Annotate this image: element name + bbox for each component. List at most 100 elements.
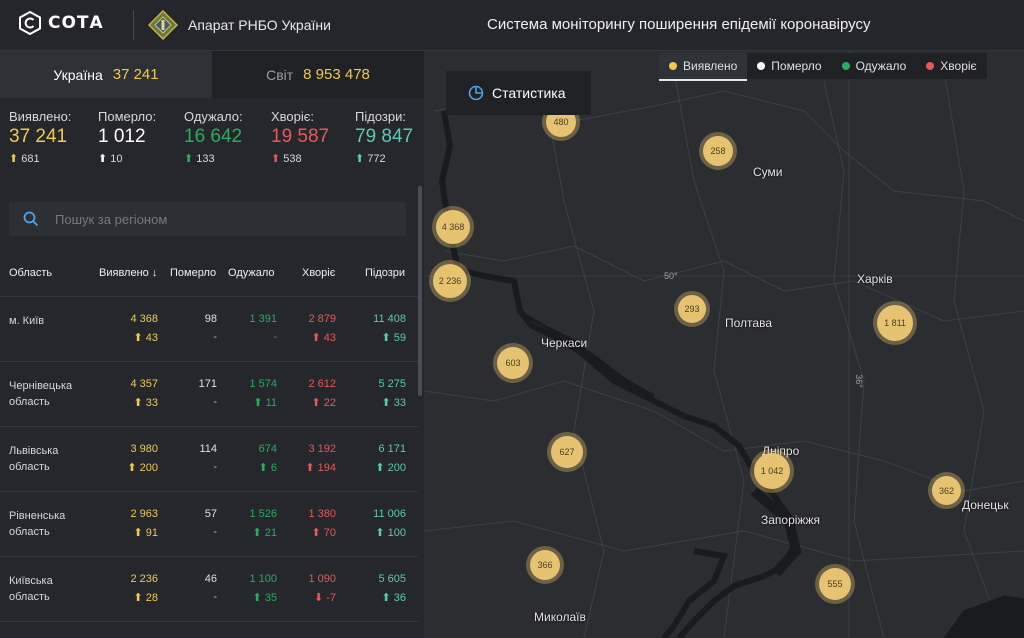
detected-value: 4 368 bbox=[130, 313, 158, 325]
tab-ukraine[interactable]: Україна 37 241 bbox=[0, 51, 212, 98]
arrow-up-icon: ⬆ bbox=[311, 332, 321, 344]
city-label-poltava: Полтава bbox=[725, 316, 772, 330]
stat-sick-delta: ⬆ 538 bbox=[271, 152, 329, 165]
recovered-dot-icon bbox=[841, 62, 850, 70]
cell-suspect: 11 006 ⬆ 100 bbox=[373, 508, 406, 539]
stat-died-delta-value: 10 bbox=[110, 153, 123, 165]
layer-tab-sick[interactable]: Хворіє bbox=[916, 53, 987, 79]
cell-sick: 2 879 ⬆ 43 bbox=[308, 313, 336, 344]
map-cluster[interactable]: 1 042 bbox=[754, 453, 790, 489]
map-cluster[interactable]: 366 bbox=[530, 550, 560, 580]
arrow-up-icon: ⬆ bbox=[258, 462, 268, 474]
table-row[interactable]: Київська область 2 236 ⬆ 28 46- 1 100 ⬆ 35 1… bbox=[0, 557, 418, 622]
app-title: Система моніторингу поширення епідемії к… bbox=[487, 16, 871, 33]
city-label-donetsk: Донецьк bbox=[962, 498, 1009, 512]
arrow-up-icon: ⬆ bbox=[381, 332, 391, 344]
suspect-delta: ⬆ 100 bbox=[373, 526, 406, 539]
col-recovered[interactable]: Одужало bbox=[228, 267, 275, 279]
statistics-button[interactable]: Статистика bbox=[446, 71, 591, 115]
layer-tab-label: Хворіє bbox=[940, 59, 977, 73]
arrow-up-icon: ⬆ bbox=[375, 462, 385, 474]
detected-delta: ⬆ 200 bbox=[127, 461, 158, 474]
map-cluster[interactable]: 362 bbox=[932, 476, 961, 505]
suspect-value: 11 408 bbox=[373, 313, 406, 325]
tab-world[interactable]: Світ 8 953 478 bbox=[212, 51, 424, 98]
sick-delta-value: 22 bbox=[323, 397, 336, 409]
org-name: Апарат РНБО України bbox=[188, 17, 331, 33]
detected-value: 3 980 bbox=[130, 443, 158, 455]
recovered-delta: ⬆ 6 bbox=[259, 461, 277, 474]
cell-sick: 1 090 ⬇ -7 bbox=[308, 573, 336, 604]
arrow-up-icon: ⬆ bbox=[133, 527, 143, 539]
stat-suspect: Підозри: 79 847 ⬆ 772 bbox=[355, 109, 413, 165]
map-cluster[interactable]: 627 bbox=[551, 436, 583, 468]
col-detected[interactable]: Виявлено ↓ bbox=[99, 267, 158, 279]
region-search[interactable] bbox=[9, 202, 406, 236]
map-cluster[interactable]: 4 368 bbox=[436, 210, 470, 244]
stat-suspect-label: Підозри: bbox=[355, 109, 406, 124]
map-cluster[interactable]: 258 bbox=[703, 136, 733, 166]
table-row[interactable]: Чернівецька область 4 357 ⬆ 33 171- 1 574 ⬆… bbox=[0, 362, 418, 427]
detected-delta: ⬆ 33 bbox=[130, 396, 158, 409]
stat-recovered-label: Одужало: bbox=[184, 109, 243, 124]
logo-text: СОТА bbox=[48, 13, 104, 33]
sick-value: 2 612 bbox=[308, 378, 336, 390]
stat-died: Померло: 1 012 ⬆ 10 bbox=[98, 109, 156, 165]
table-row[interactable]: Львівська область 3 980 ⬆ 200 114- 674 ⬆ 6 3… bbox=[0, 427, 418, 492]
col-suspect[interactable]: Підозри bbox=[365, 267, 406, 279]
stat-recovered-delta-value: 133 bbox=[196, 153, 215, 165]
col-region[interactable]: Область bbox=[9, 267, 53, 279]
arrow-up-icon: ⬆ bbox=[98, 153, 108, 165]
col-sick[interactable]: Хворіє bbox=[302, 267, 336, 279]
recovered-delta-value: 6 bbox=[270, 462, 277, 474]
arrow-up-icon: ⬆ bbox=[355, 153, 365, 165]
stat-died-label: Померло: bbox=[98, 109, 157, 124]
suspect-delta-value: 100 bbox=[387, 527, 406, 539]
cell-detected: 2 963 ⬆ 91 bbox=[130, 508, 158, 539]
table-row[interactable]: Рівненська область 2 963 ⬆ 91 57- 1 526 ⬆ 21… bbox=[0, 492, 418, 557]
arrow-up-icon: ⬆ bbox=[252, 527, 262, 539]
arrow-up-icon: ⬆ bbox=[381, 592, 391, 604]
stat-detected-value: 37 241 bbox=[9, 126, 68, 147]
nsdc-brand[interactable]: Апарат РНБО України bbox=[148, 10, 331, 40]
arrow-up-icon: ⬆ bbox=[271, 153, 281, 165]
table-row[interactable]: м. Київ 4 368 ⬆ 43 98- 1 391- 2 879 ⬆ 43 11 … bbox=[0, 297, 418, 362]
arrow-up-icon: ⬆ bbox=[133, 397, 143, 409]
cell-suspect: 6 171 ⬆ 200 bbox=[375, 443, 406, 474]
map-cluster[interactable]: 603 bbox=[497, 347, 529, 379]
stat-sick: Хворіє: 19 587 ⬆ 538 bbox=[271, 109, 329, 165]
stat-sick-label: Хворіє: bbox=[271, 109, 315, 124]
detected-delta-value: 200 bbox=[139, 462, 158, 474]
map-layer-tabs: Виявлено Померло Одужало Хворіє bbox=[659, 53, 987, 81]
map-view[interactable]: 50° 36° Суми Харків Полтава Черкаси Дніп… bbox=[424, 51, 1024, 638]
sick-delta: ⬆ 43 bbox=[308, 331, 336, 344]
layer-tab-recovered[interactable]: Одужало bbox=[831, 53, 917, 79]
recovered-delta: ⬆ 35 bbox=[249, 591, 277, 604]
tab-world-value: 8 953 478 bbox=[303, 66, 370, 83]
layer-tab-detected[interactable]: Виявлено bbox=[659, 53, 748, 81]
layer-tab-label: Виявлено bbox=[683, 59, 738, 73]
died-value: 46 bbox=[204, 573, 217, 585]
cell-detected: 3 980 ⬆ 200 bbox=[127, 443, 158, 474]
summary-stats: Виявлено: 37 241 ⬆ 681 Померло: 1 012 ⬆ 10… bbox=[0, 109, 424, 179]
map-cluster[interactable]: 555 bbox=[819, 568, 851, 600]
tab-ukraine-value: 37 241 bbox=[112, 66, 159, 83]
search-input[interactable] bbox=[53, 210, 377, 228]
map-cluster[interactable]: 293 bbox=[678, 295, 706, 323]
col-died[interactable]: Померло bbox=[170, 267, 217, 279]
sota-logo[interactable]: СОТА bbox=[18, 11, 104, 35]
city-label-zaporizhzhia: Запоріжжя bbox=[761, 513, 820, 527]
statistics-button-label: Статистика bbox=[492, 85, 566, 101]
cell-suspect: 5 275 ⬆ 33 bbox=[378, 378, 406, 409]
cell-died: 98 - bbox=[205, 313, 217, 343]
table-scrollbar[interactable] bbox=[418, 186, 422, 396]
city-label-cherkasy: Черкаси bbox=[541, 336, 588, 350]
arrow-down-icon: ⬇ bbox=[314, 592, 324, 604]
city-label-sumy: Суми bbox=[753, 165, 783, 179]
sick-dot-icon bbox=[926, 62, 935, 70]
map-cluster[interactable]: 1 811 bbox=[877, 305, 913, 341]
layer-tab-died[interactable]: Померло bbox=[747, 53, 832, 79]
map-cluster[interactable]: 2 236 bbox=[433, 264, 467, 298]
header-divider bbox=[133, 10, 134, 40]
sick-delta-value: -7 bbox=[326, 592, 336, 604]
